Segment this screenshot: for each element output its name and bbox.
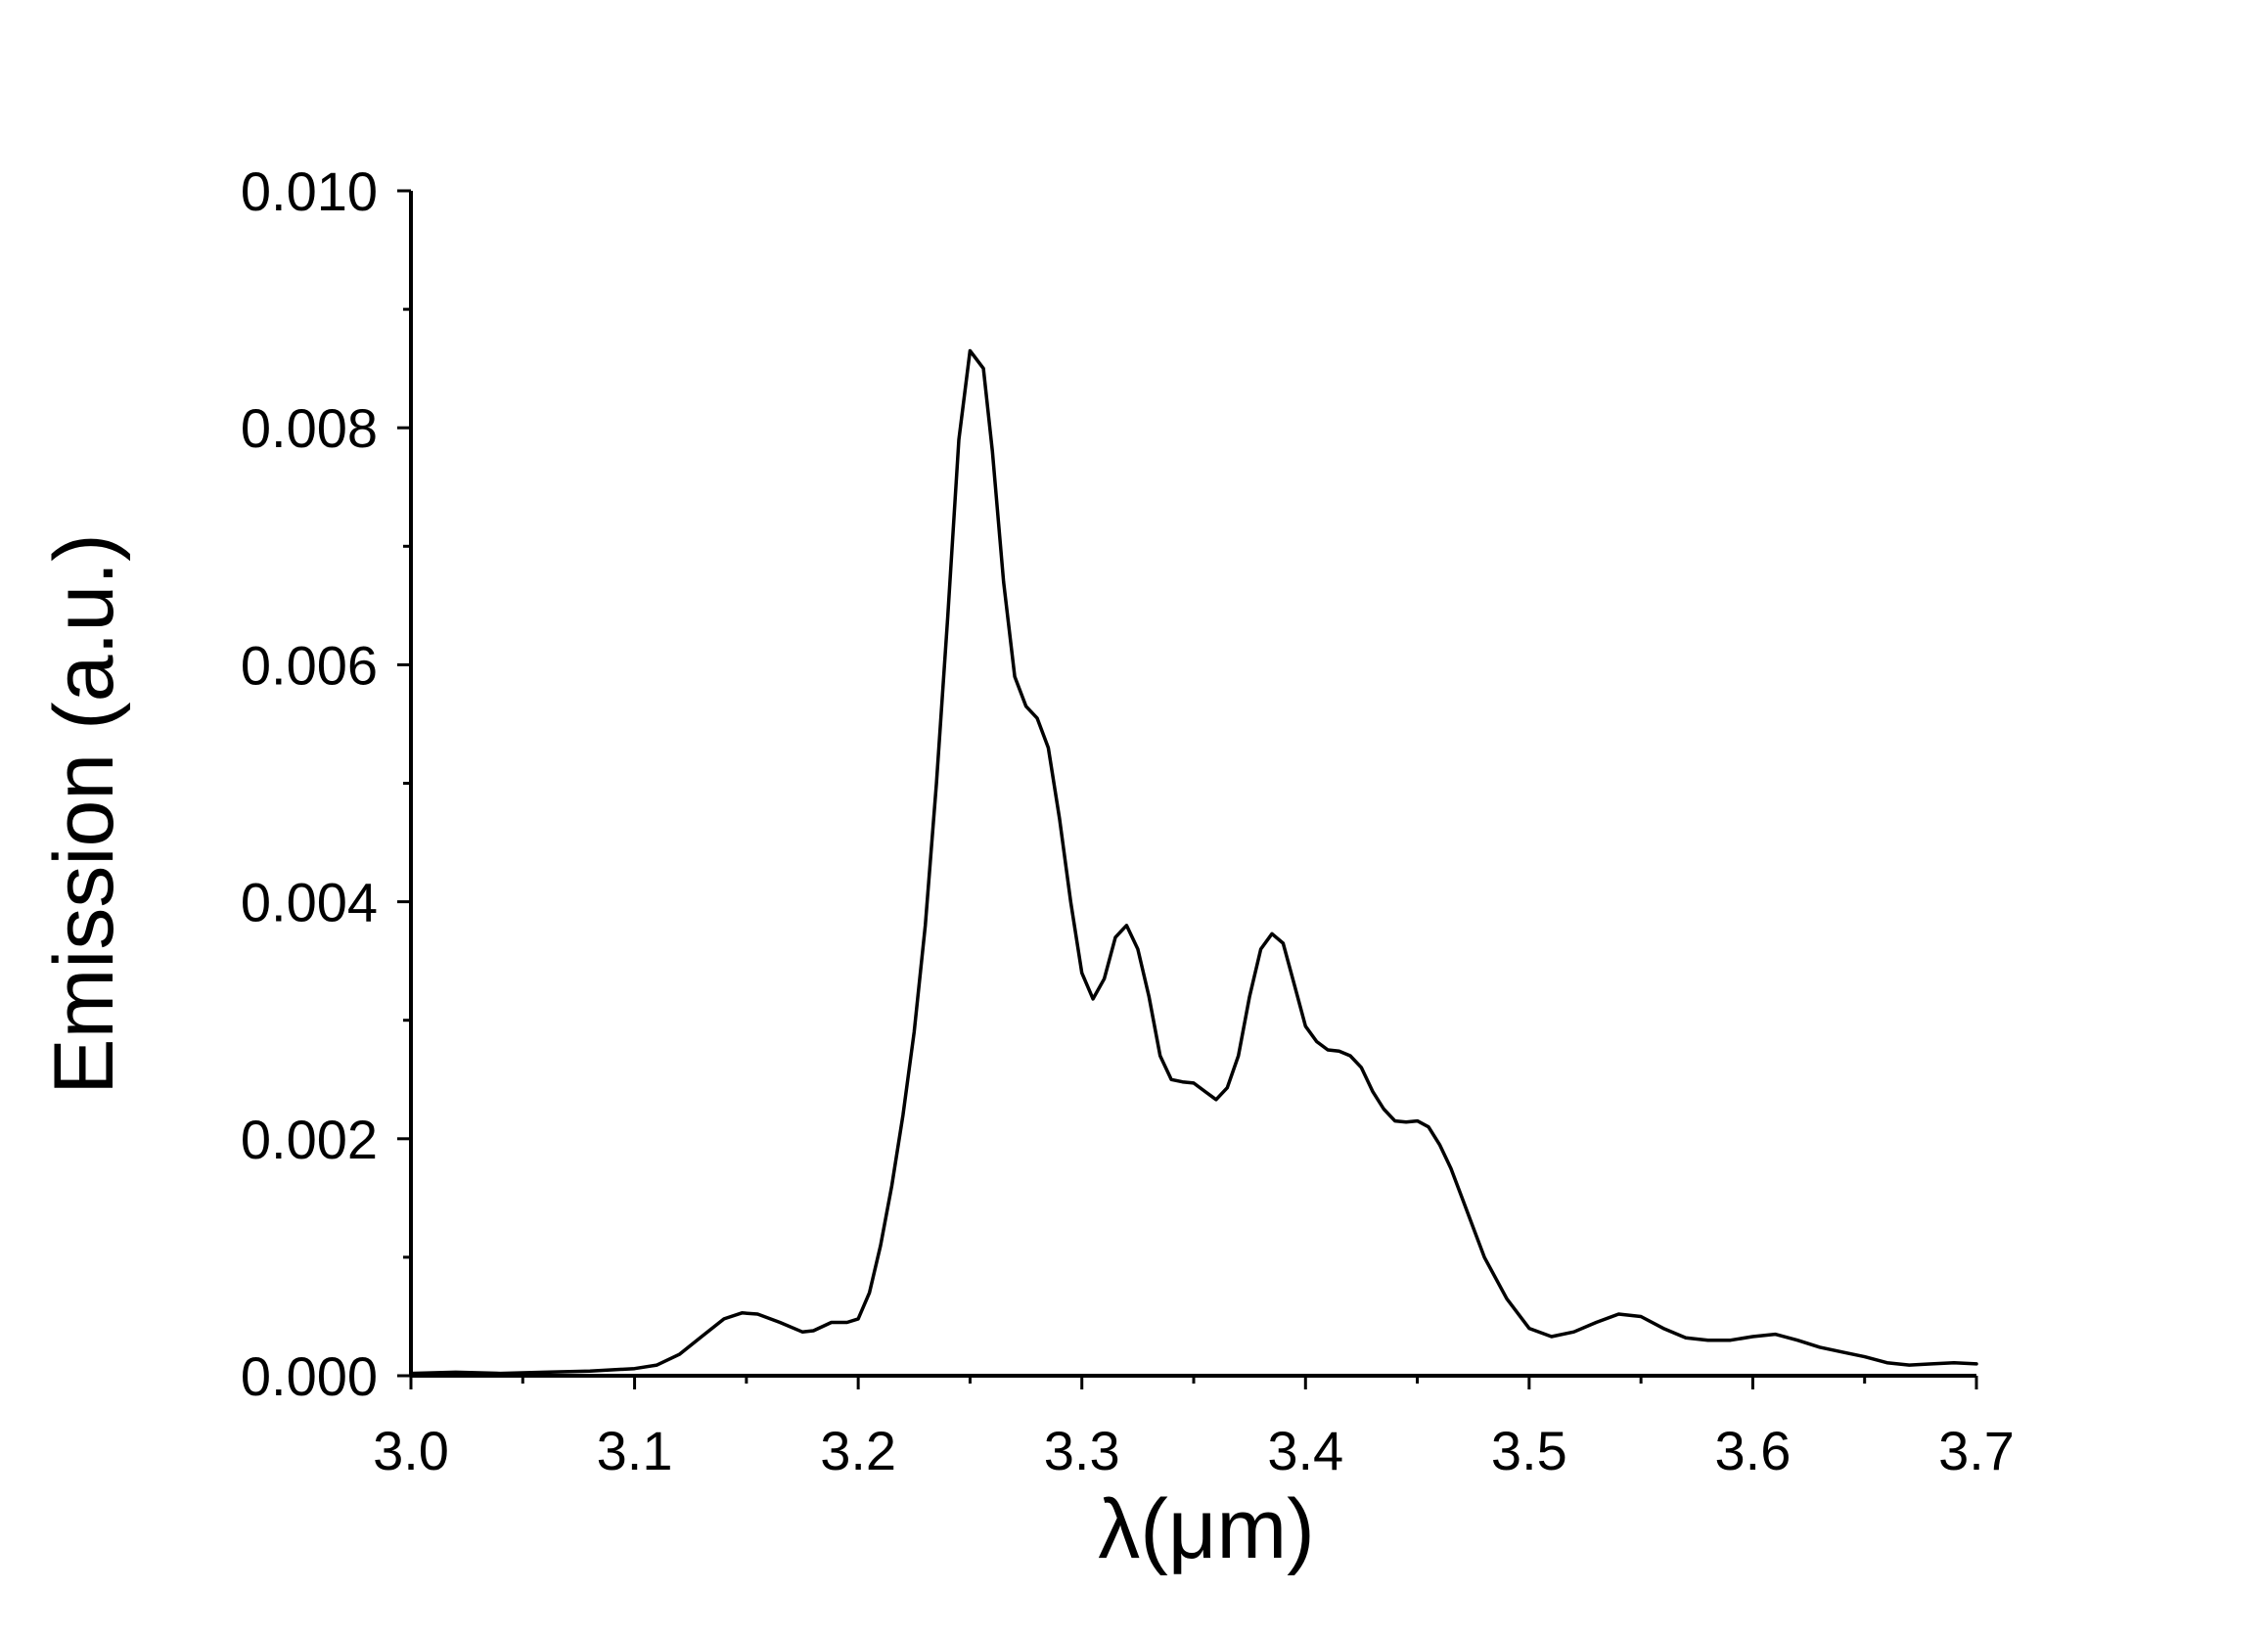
y-tick-label: 0.006 — [241, 634, 378, 696]
x-axis-title: λ(μm) — [1098, 1482, 1314, 1576]
y-tick-label: 0.004 — [241, 872, 378, 933]
x-tick-label: 3.5 — [1491, 1420, 1567, 1481]
x-tick-label: 3.0 — [373, 1420, 449, 1481]
tick-labels-layer: 3.0 3.1 3.2 3.3 3.4 3.5 3.6 3.7 0.000 0.002 0.004 0… — [241, 160, 2015, 1481]
x-tick-label: 3.2 — [820, 1420, 896, 1481]
y-tick-label: 0.010 — [241, 160, 378, 222]
emission-series-line — [409, 348, 1978, 1376]
y-tick-label: 0.008 — [241, 397, 378, 459]
y-axis-title: Emission (a.u.) — [37, 533, 131, 1095]
series-layer — [409, 348, 1978, 1376]
x-tick-label: 3.6 — [1714, 1420, 1791, 1481]
x-tick-label: 3.7 — [1938, 1420, 2015, 1481]
x-tick-label: 3.1 — [597, 1420, 673, 1481]
y-tick-label: 0.000 — [241, 1345, 378, 1407]
x-tick-label: 3.4 — [1267, 1420, 1343, 1481]
y-tick-label: 0.002 — [241, 1109, 378, 1170]
ticks-layer — [397, 189, 1978, 1389]
x-tick-label: 3.3 — [1044, 1420, 1120, 1481]
axes-layer — [409, 191, 1976, 1378]
